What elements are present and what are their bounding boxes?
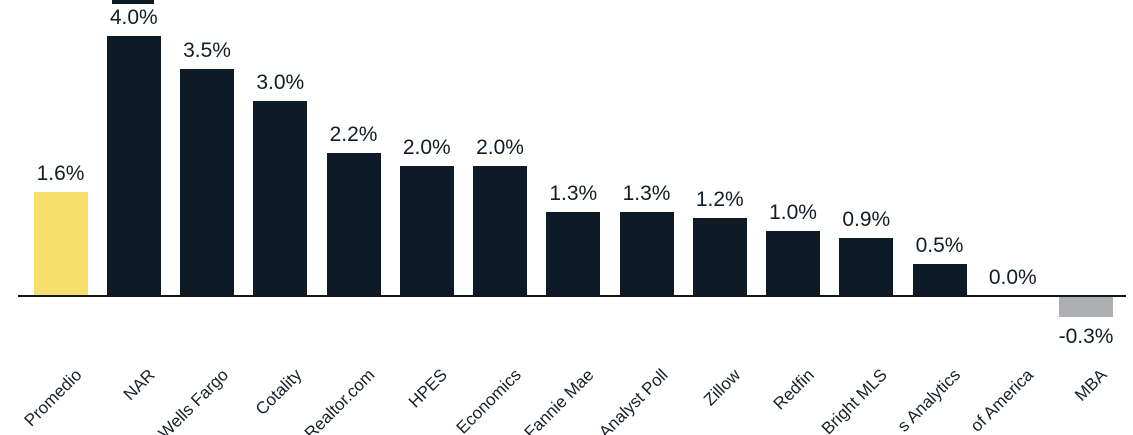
value-label: 2.0% xyxy=(402,136,451,159)
x-axis-line xyxy=(18,295,1126,297)
bar xyxy=(180,68,234,296)
category-label: Fannie Mae xyxy=(521,365,598,435)
bar xyxy=(106,36,161,296)
category-label: HPES xyxy=(405,365,452,412)
value-label: 0.9% xyxy=(842,207,891,231)
category-label: Analyst Poll xyxy=(594,365,672,435)
value-label: 1.3% xyxy=(549,181,598,205)
value-label: 4.0% xyxy=(109,6,158,29)
category-label: s Analytics xyxy=(894,365,965,435)
bar xyxy=(912,263,967,296)
category-label: MBA xyxy=(1071,365,1111,405)
bar xyxy=(839,237,894,296)
value-label: 1.0% xyxy=(769,201,817,224)
bar xyxy=(546,211,601,296)
value-label: 2.2% xyxy=(329,123,378,146)
bar xyxy=(766,231,820,296)
value-label: 3.0% xyxy=(256,71,305,94)
category-label: NAR xyxy=(119,365,159,405)
value-label: 1.6% xyxy=(36,162,85,185)
category-label: Promedio xyxy=(20,365,86,431)
bar xyxy=(1059,297,1113,317)
category-label: of America xyxy=(967,365,1038,435)
category-label: Economics xyxy=(452,365,525,435)
value-label: -0.3% xyxy=(1058,324,1114,348)
value-label: 2.0% xyxy=(476,136,524,159)
value-label: 3.5% xyxy=(183,38,231,62)
value-label: 0.0% xyxy=(988,266,1037,289)
bar xyxy=(326,153,381,296)
bar xyxy=(399,166,454,296)
category-label: Wells Fargo xyxy=(154,365,232,435)
category-label: Bright MLS xyxy=(818,365,891,435)
value-label: 0.5% xyxy=(915,233,964,257)
value-label: 1.2% xyxy=(695,188,744,211)
cropped-element-remnant xyxy=(112,0,154,4)
value-label: 1.3% xyxy=(622,181,671,205)
bar xyxy=(253,101,308,296)
bar xyxy=(473,166,527,296)
bar xyxy=(692,218,747,296)
bar xyxy=(33,192,88,296)
category-label: Cotality xyxy=(251,365,305,419)
bar xyxy=(619,211,674,296)
category-label: Redfin xyxy=(769,365,818,414)
category-label: Realtor.com xyxy=(300,365,379,435)
category-label: Zillow xyxy=(700,365,745,410)
